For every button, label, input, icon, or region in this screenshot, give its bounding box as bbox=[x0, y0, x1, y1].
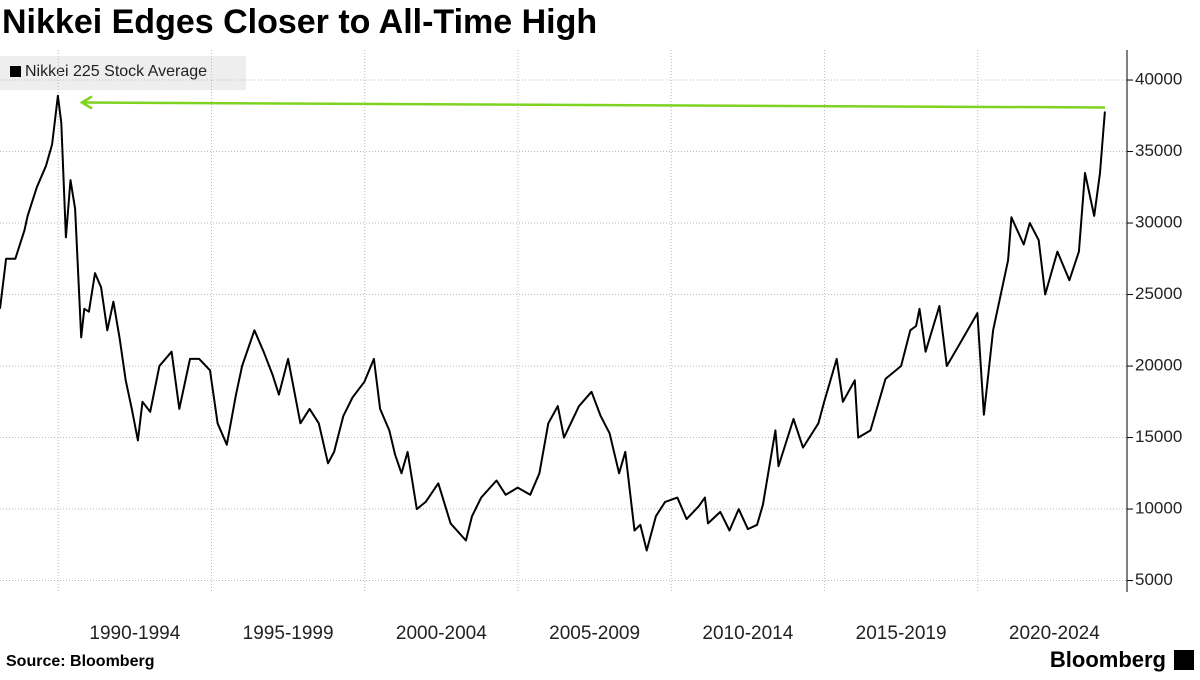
y-tick-label: 35000 bbox=[1135, 141, 1182, 160]
chart-title: Nikkei Edges Closer to All-Time High bbox=[2, 3, 597, 41]
y-tick-label: 30000 bbox=[1135, 213, 1182, 232]
y-tick-label: 40000 bbox=[1135, 70, 1182, 89]
legend-box bbox=[0, 56, 246, 90]
data-line bbox=[0, 94, 1106, 552]
y-tick-label: 25000 bbox=[1135, 284, 1182, 303]
x-tick-label: 2000-2004 bbox=[396, 623, 487, 644]
x-tick-label: 1990-1994 bbox=[89, 623, 180, 644]
y-tick-label: 15000 bbox=[1135, 427, 1182, 446]
brand-icon bbox=[1174, 650, 1194, 670]
x-tick-label: 2015-2019 bbox=[856, 623, 947, 644]
legend-swatch bbox=[10, 66, 21, 77]
x-tick-label: 2005-2009 bbox=[549, 623, 640, 644]
arrow-line bbox=[81, 101, 1105, 109]
x-tick-label: 1995-1999 bbox=[243, 623, 334, 644]
source: Source: Bloomberg bbox=[6, 653, 154, 670]
y-tick-label: 20000 bbox=[1135, 356, 1182, 375]
arrow-head bbox=[79, 95, 93, 110]
y-tick-label: 10000 bbox=[1135, 499, 1182, 518]
legend-label: Nikkei 225 Stock Average bbox=[25, 63, 207, 80]
x-tick-label: 2010-2014 bbox=[702, 623, 793, 644]
y-tick-label: 5000 bbox=[1135, 570, 1173, 589]
brand: Bloomberg bbox=[1050, 647, 1166, 672]
x-tick-label: 2020-2024 bbox=[1009, 623, 1100, 644]
